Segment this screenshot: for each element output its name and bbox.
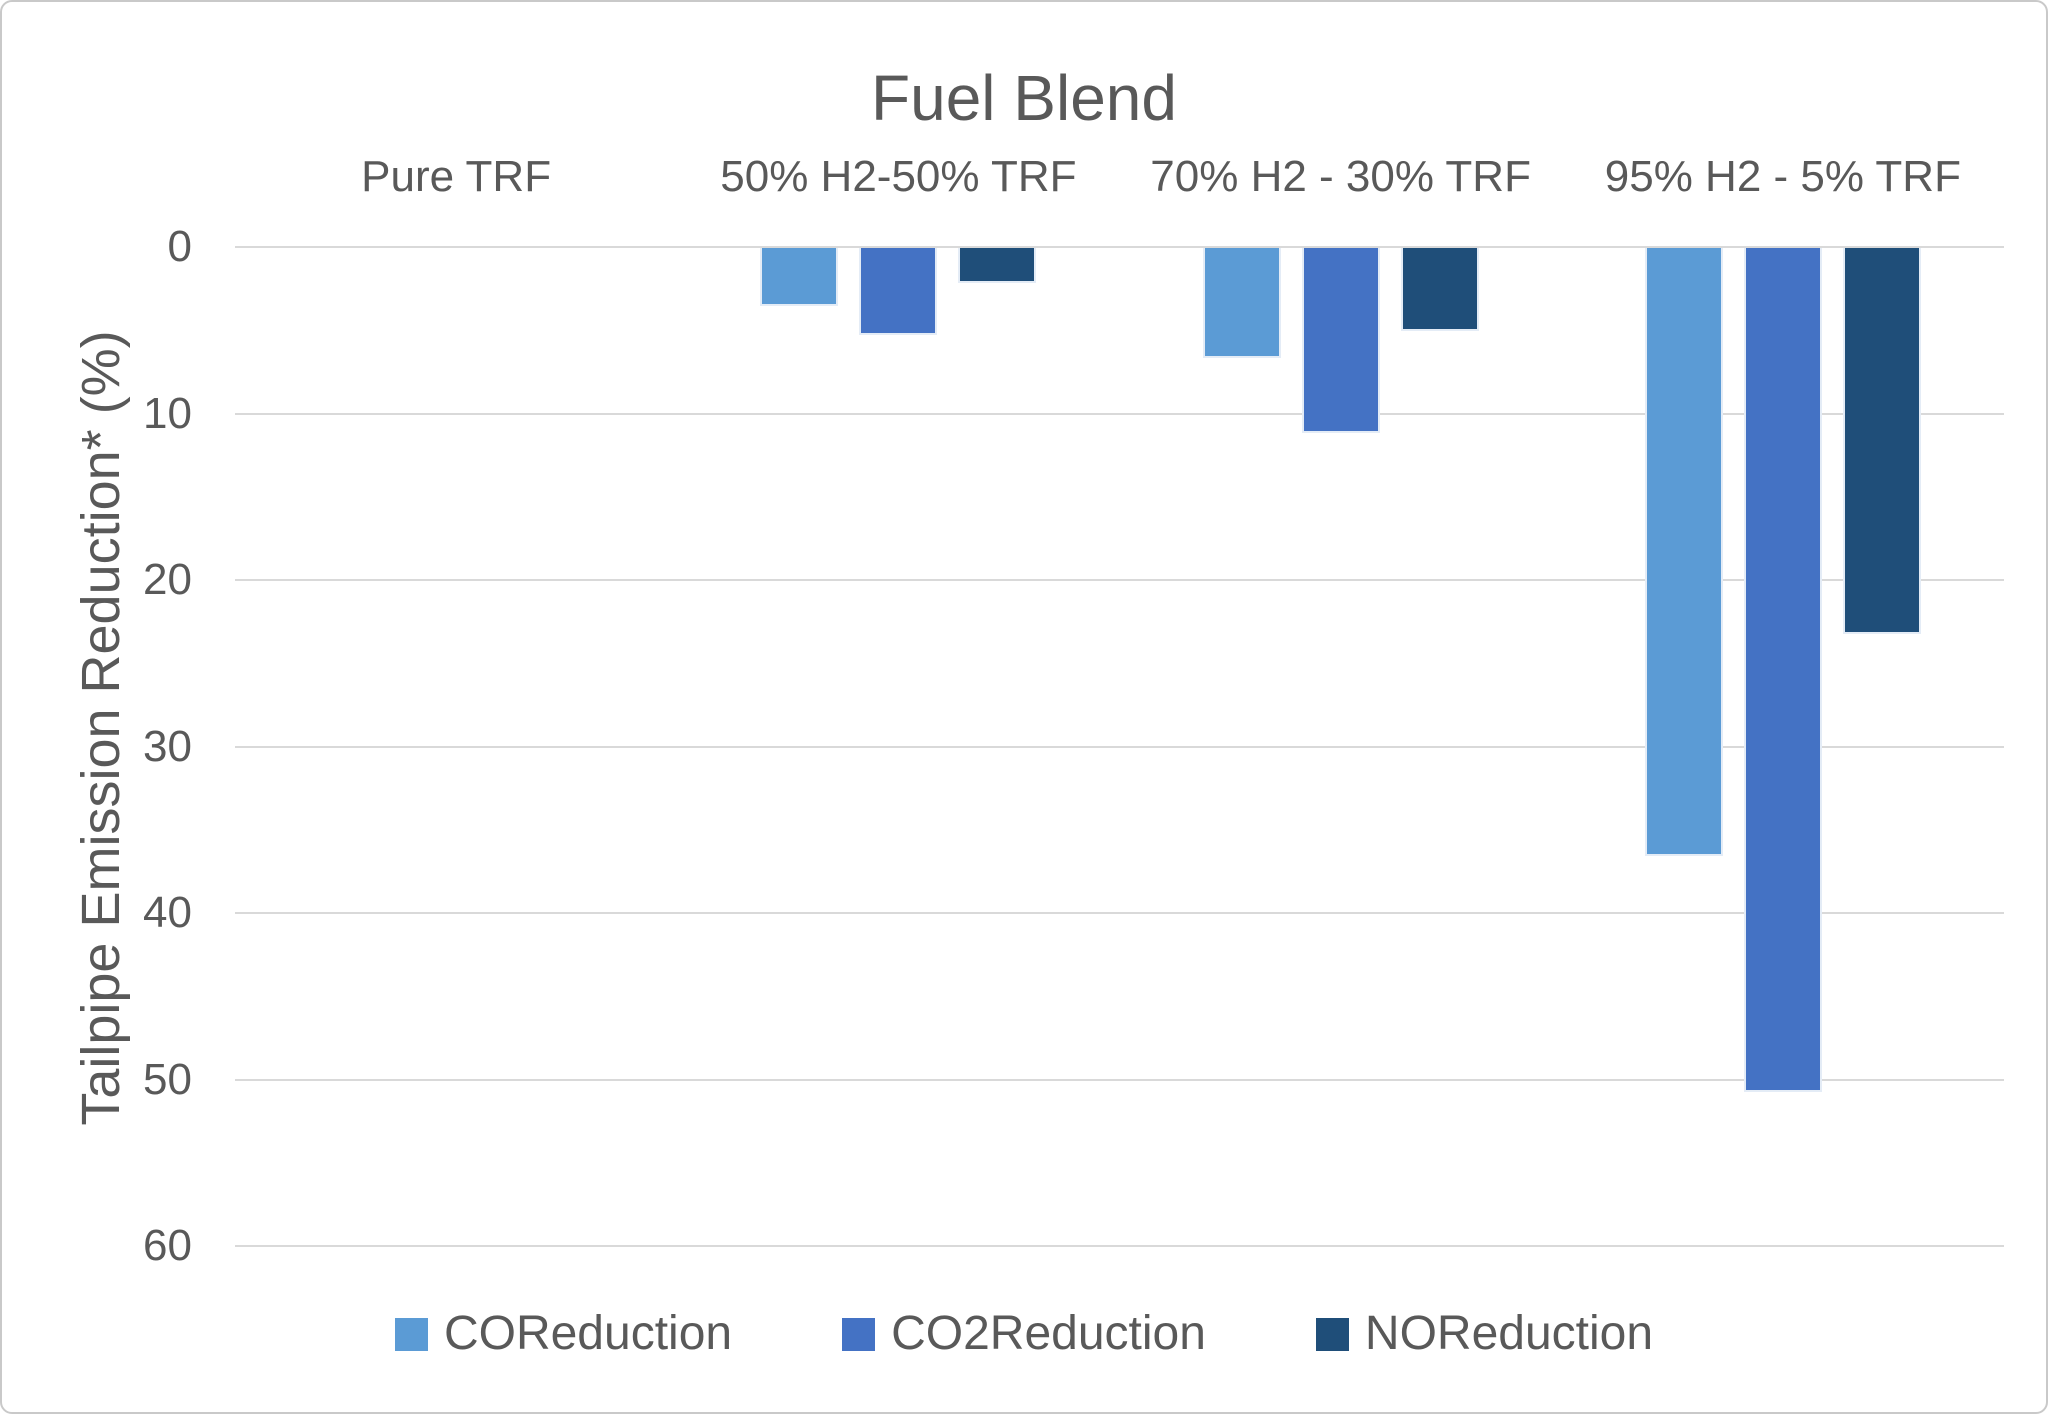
legend-swatch-icon bbox=[842, 1317, 876, 1351]
legend: COReduction CO2Reduction NOReduction bbox=[2, 1308, 2046, 1360]
gridline-10 bbox=[235, 412, 2004, 415]
bar-COReduction-1 bbox=[760, 248, 839, 306]
chart-title: Fuel Blend bbox=[871, 62, 1177, 134]
bar-NOReduction-1 bbox=[958, 248, 1037, 283]
gridline-0 bbox=[235, 246, 2004, 248]
gridline-30 bbox=[235, 745, 2004, 748]
y-tick-label-0: 0 bbox=[167, 222, 192, 271]
y-tick-label-40: 40 bbox=[143, 888, 192, 937]
gridline-20 bbox=[235, 579, 2004, 581]
gridline-50 bbox=[235, 1078, 2004, 1081]
y-tick-label-20: 20 bbox=[143, 555, 192, 604]
legend-swatch-icon bbox=[1315, 1317, 1349, 1351]
bar-NOReduction-3 bbox=[1842, 248, 1921, 634]
bar-CO2Reduction-1 bbox=[859, 248, 938, 335]
category-label-3: 95% H2 - 5% TRF bbox=[1604, 152, 1961, 201]
legend-item-NOReduction: NOReduction bbox=[1315, 1307, 1654, 1360]
legend-swatch-icon bbox=[394, 1317, 428, 1351]
category-label-2: 70% H2 - 30% TRF bbox=[1150, 152, 1531, 201]
category-label-1: 50% H2-50% TRF bbox=[720, 152, 1077, 201]
gridline-60 bbox=[235, 1245, 2004, 1247]
gridline-40 bbox=[235, 912, 2004, 914]
bar-NOReduction-2 bbox=[1400, 248, 1479, 331]
y-tick-label-50: 50 bbox=[143, 1054, 192, 1104]
bar-COReduction-2 bbox=[1202, 248, 1281, 358]
y-tick-label-10: 10 bbox=[143, 388, 192, 438]
legend-item-COReduction: COReduction bbox=[394, 1307, 733, 1360]
bar-CO2Reduction-2 bbox=[1301, 248, 1380, 433]
y-tick-label-30: 30 bbox=[143, 721, 192, 771]
category-label-0: Pure TRF bbox=[361, 152, 552, 201]
y-tick-label-60: 60 bbox=[143, 1221, 192, 1270]
legend-label: COReduction bbox=[443, 1307, 733, 1360]
bar-COReduction-3 bbox=[1644, 248, 1723, 856]
legend-label: CO2Reduction bbox=[891, 1307, 1206, 1360]
bar-CO2Reduction-3 bbox=[1743, 248, 1822, 1092]
legend-item-CO2Reduction: CO2Reduction bbox=[842, 1308, 1206, 1360]
legend-label: NOReduction bbox=[1364, 1307, 1654, 1360]
